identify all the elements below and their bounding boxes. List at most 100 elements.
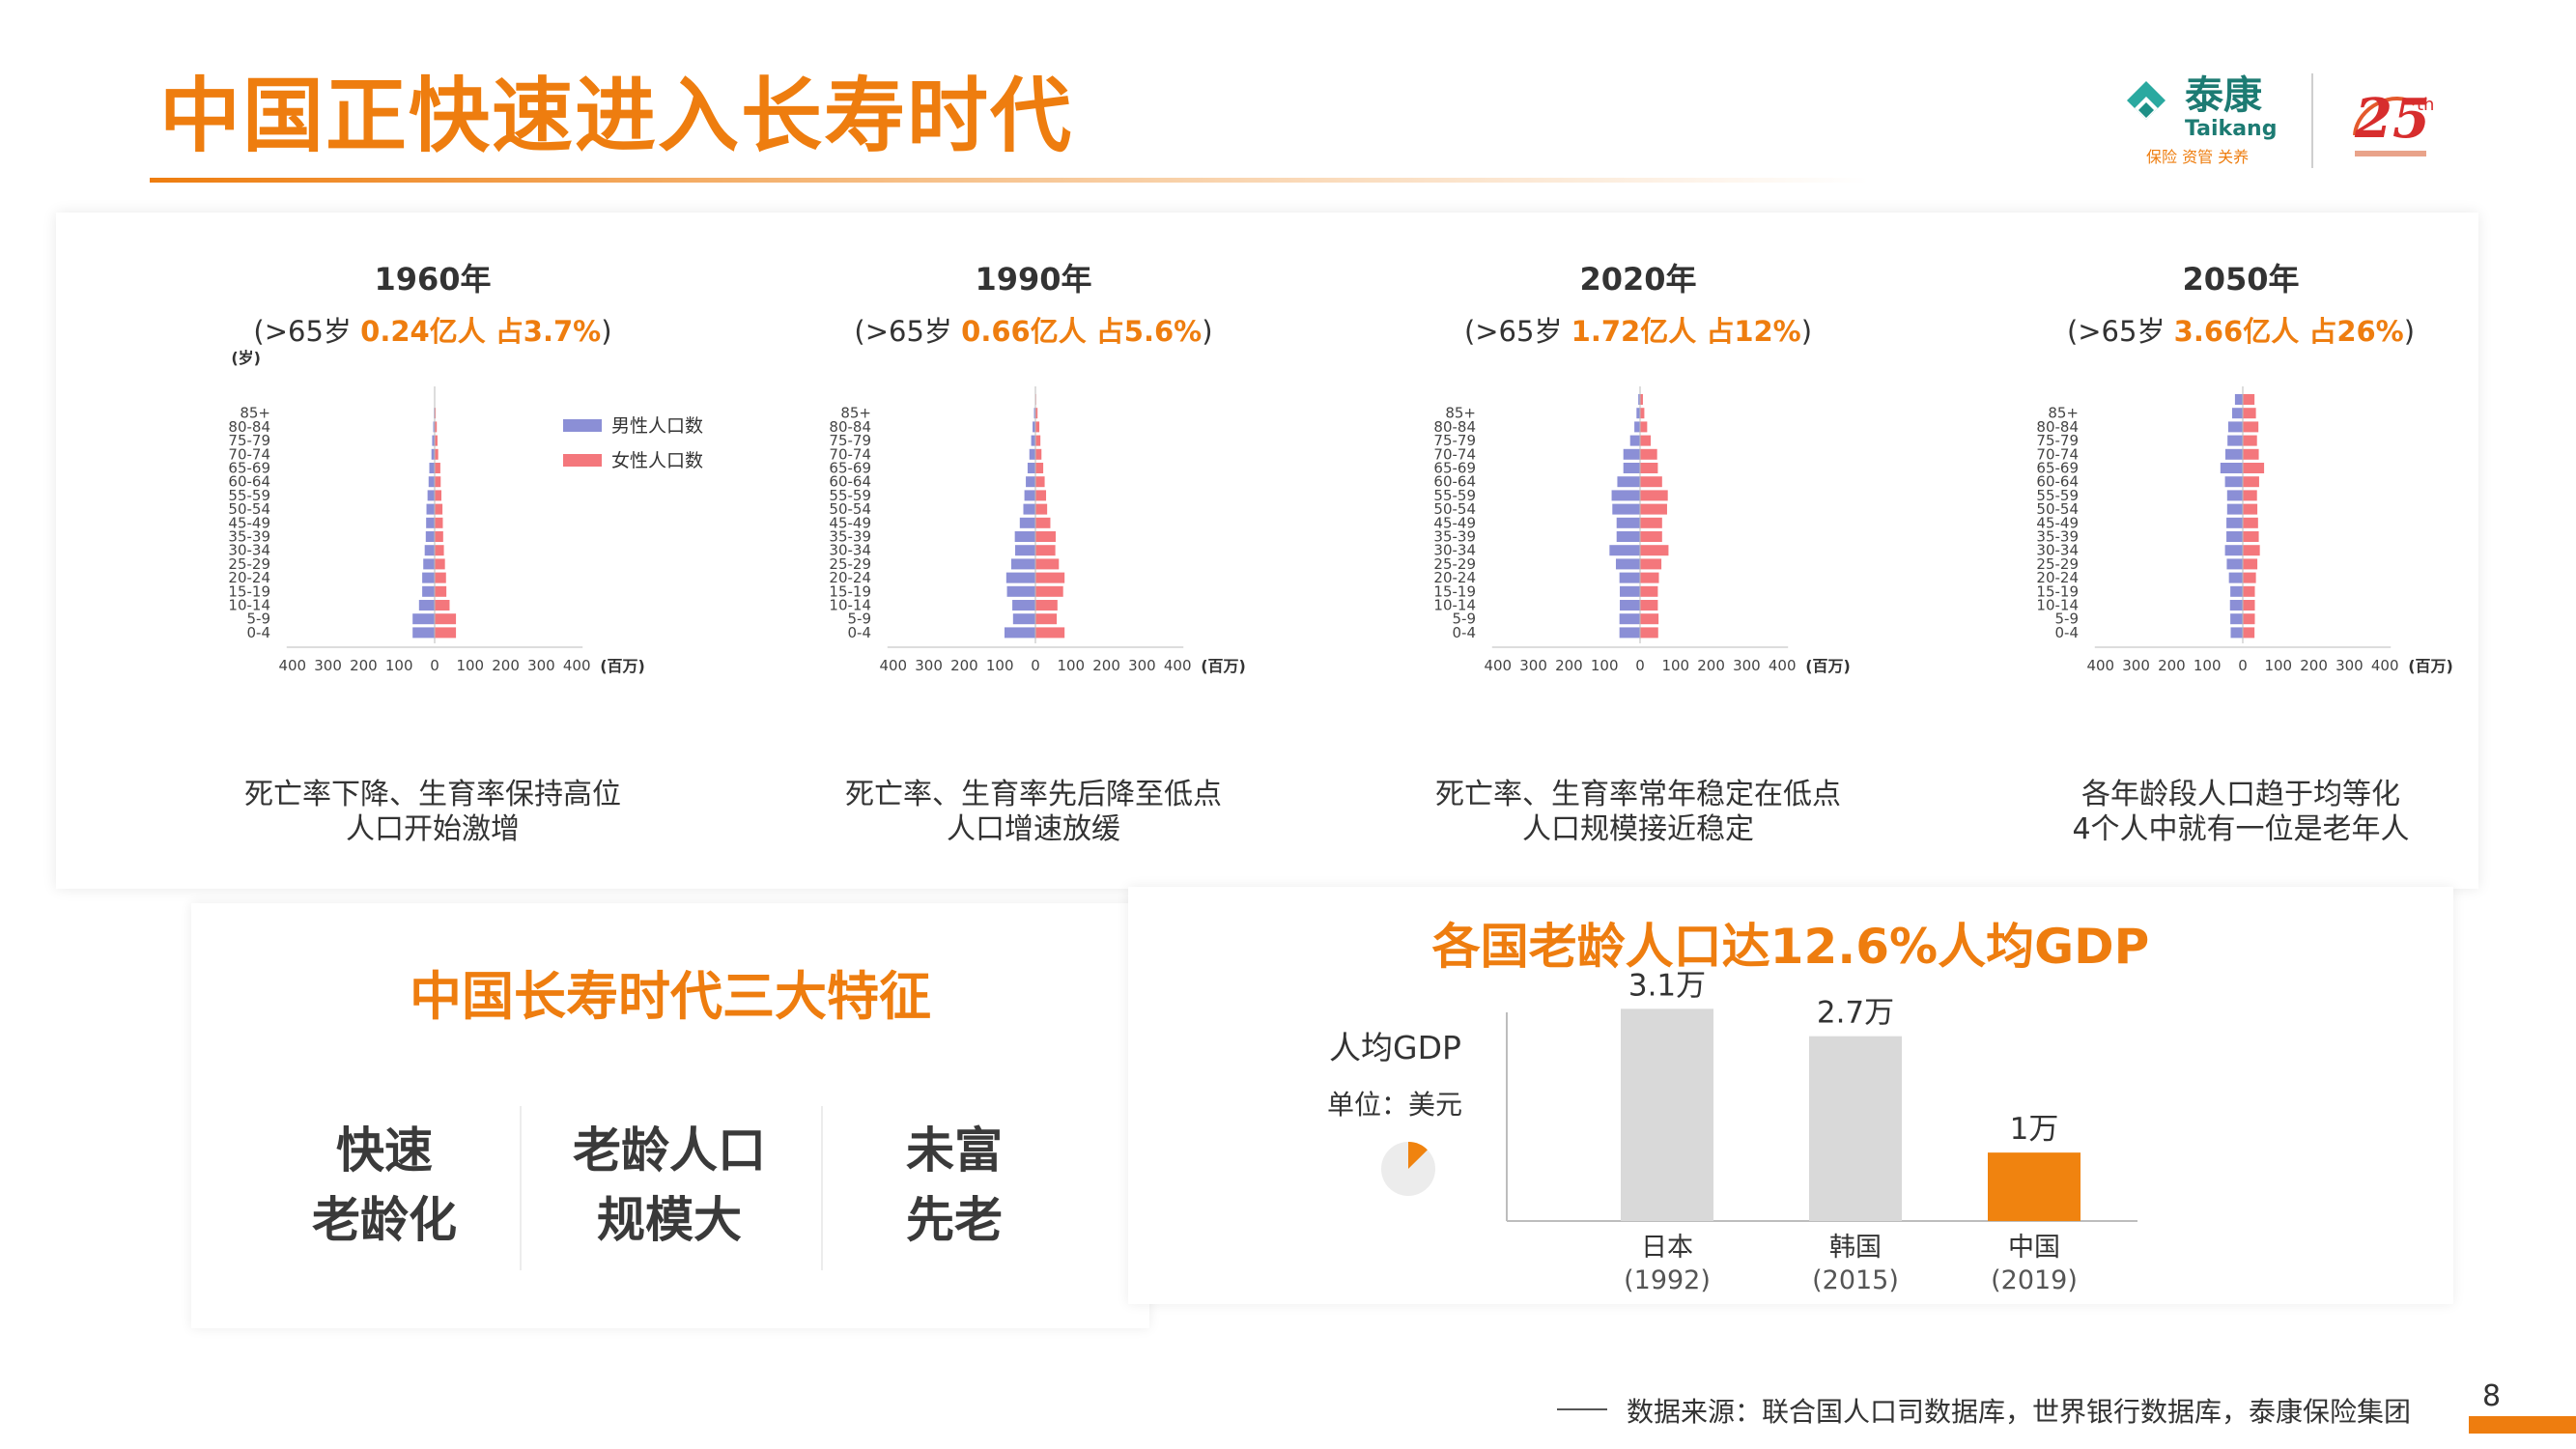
male-bar [1031,435,1035,446]
age-tick-label: 80-84 [1433,418,1476,436]
source-dash [1557,1408,1607,1410]
feature-item: 快速 老龄化 [244,1116,524,1255]
age-tick-label: 55-59 [1433,487,1476,504]
age-tick-label: 50-54 [228,500,270,518]
pyramid-elderly-stat: (>65岁 0.24亿人 占3.7%) [182,309,684,350]
male-bar [1010,558,1035,570]
male-bar [422,585,435,597]
female-bar [2243,435,2257,446]
longevity-features-panel: 中国长寿时代三大特征 快速 老龄化 老龄人口 规模大 未富 先老 [191,903,1149,1328]
x-tick-label: 100 [2264,657,2292,674]
female-bar [1035,448,1042,460]
population-pyramid-chart-1960: (岁)0-45-910-1415-1920-2425-2930-3435-394… [228,349,703,675]
pyramid-caption: 各年龄段人口趋于均等化 4个人中就有一位是老年人 [1990,778,2492,847]
female-bar [1640,463,1658,473]
x-tick-label: 400 [1769,657,1797,674]
pyramid-caption: 死亡率下降、生育率保持高位 人口开始激增 [182,778,684,847]
male-bar [2227,435,2243,446]
gdp-value-label: 3.1万 [1628,968,1706,1003]
features-title: 中国长寿时代三大特征 [410,966,931,1027]
age-tick-label: 25-29 [228,555,270,573]
x-tick-label: 200 [1092,657,1120,674]
female-bar [2243,585,2255,597]
female-bar [2243,394,2255,405]
x-tick-label: 100 [986,657,1014,674]
x-tick-label: 300 [1733,657,1761,674]
taikang-logo: 泰康 Taikang 保险 资管 关养 [2127,73,2277,166]
age-tick-label: 10-14 [228,597,270,614]
y-axis-unit-label: (岁) [231,349,261,367]
gdp-category-label: 日本 [1641,1233,1693,1263]
age-tick-label: 60-64 [228,473,270,491]
pyramid-elderly-stat: (>65岁 3.66亿人 占26%) [1990,309,2492,350]
age-tick-label: 45-49 [228,514,270,531]
female-bar [2243,463,2265,473]
male-bar [426,517,435,528]
population-pyramid-chart-2020: 0-45-910-1415-1920-2425-2930-3435-3945-4… [1433,386,1851,675]
female-bar [1035,435,1041,446]
age-tick-label: 0-4 [247,624,271,641]
age-tick-label: 65-69 [228,460,270,477]
pyramid-elderly-stat: (>65岁 1.72亿人 占12%) [1387,309,1889,350]
age-tick-label: 80-84 [829,418,871,436]
age-tick-label: 75-79 [2036,432,2079,449]
age-tick-label: 85+ [2048,405,2079,422]
male-bar [1620,600,1640,611]
gdp-bar [1988,1152,2081,1221]
male-bar [2220,463,2243,473]
female-bar [435,476,441,488]
female-bar [1640,613,1659,625]
x-tick-label: 300 [1128,657,1156,674]
female-bar [1035,613,1058,625]
male-bar [1033,408,1035,419]
legend-female-swatch [563,454,602,467]
male-bar [1619,613,1640,625]
x-tick-label: 400 [1164,657,1192,674]
x-tick-label: 300 [314,657,342,674]
gdp-category-year-label: (1992) [1624,1265,1711,1295]
x-tick-label: 200 [950,657,978,674]
age-tick-label: 15-19 [2036,582,2079,600]
male-bar [1623,448,1640,460]
anniversary-suffix: th [2417,95,2434,115]
logo-divider [2311,73,2313,168]
population-pyramid-panel: 1960年 (>65岁 0.24亿人 占3.7%) (岁) 0-4 5-9 10-14… [56,213,2478,889]
female-bar [1640,572,1659,583]
page-title: 中国正快速进入长寿时代 [159,69,1074,163]
male-bar [2224,545,2243,556]
x-tick-label: 100 [456,657,484,674]
male-bar [1615,558,1640,570]
age-tick-label: 5-9 [848,611,872,628]
age-tick-label: 45-49 [1433,514,1476,531]
pyramid-block-1960: 1960年 (>65岁 0.24亿人 占3.7%) (岁) 0-4 5-9 10-14… [182,213,809,889]
age-tick-label: 25-29 [1433,555,1476,573]
male-bar [426,503,435,515]
age-tick-label: 55-59 [2036,487,2079,504]
gdp-unit-label: 单位：美元 [1327,1089,1463,1121]
male-bar [1619,572,1640,583]
gdp-y-axis-label: 人均GDP [1329,1029,1461,1066]
x-tick-label: 200 [2158,657,2186,674]
male-bar [2226,490,2243,501]
female-bar [435,517,443,528]
age-tick-label: 25-29 [829,555,871,573]
x-tick-label: 200 [492,657,520,674]
caption-line-2: 4个人中就有一位是老年人 [2072,812,2410,846]
female-bar [1640,600,1658,611]
female-bar [2243,572,2256,583]
caption-line-2: 人口开始激增 [346,812,520,846]
female-bar [1035,572,1065,583]
male-bar [2230,613,2243,625]
x-tick-label: 100 [1591,657,1619,674]
male-bar [2228,572,2243,583]
female-bar [2243,531,2259,542]
female-bar [2243,421,2259,433]
age-tick-label: 50-54 [829,500,871,518]
age-tick-label: 15-19 [1433,582,1476,600]
gdp-chart-title: 各国老龄人口达12.6%人均GDP [1431,919,2150,975]
anniversary-swoosh-icon [2353,97,2417,136]
x-tick-label: 200 [2300,657,2328,674]
feature-line-1: 老龄人口 [573,1122,766,1179]
age-tick-label: 65-69 [1433,460,1476,477]
